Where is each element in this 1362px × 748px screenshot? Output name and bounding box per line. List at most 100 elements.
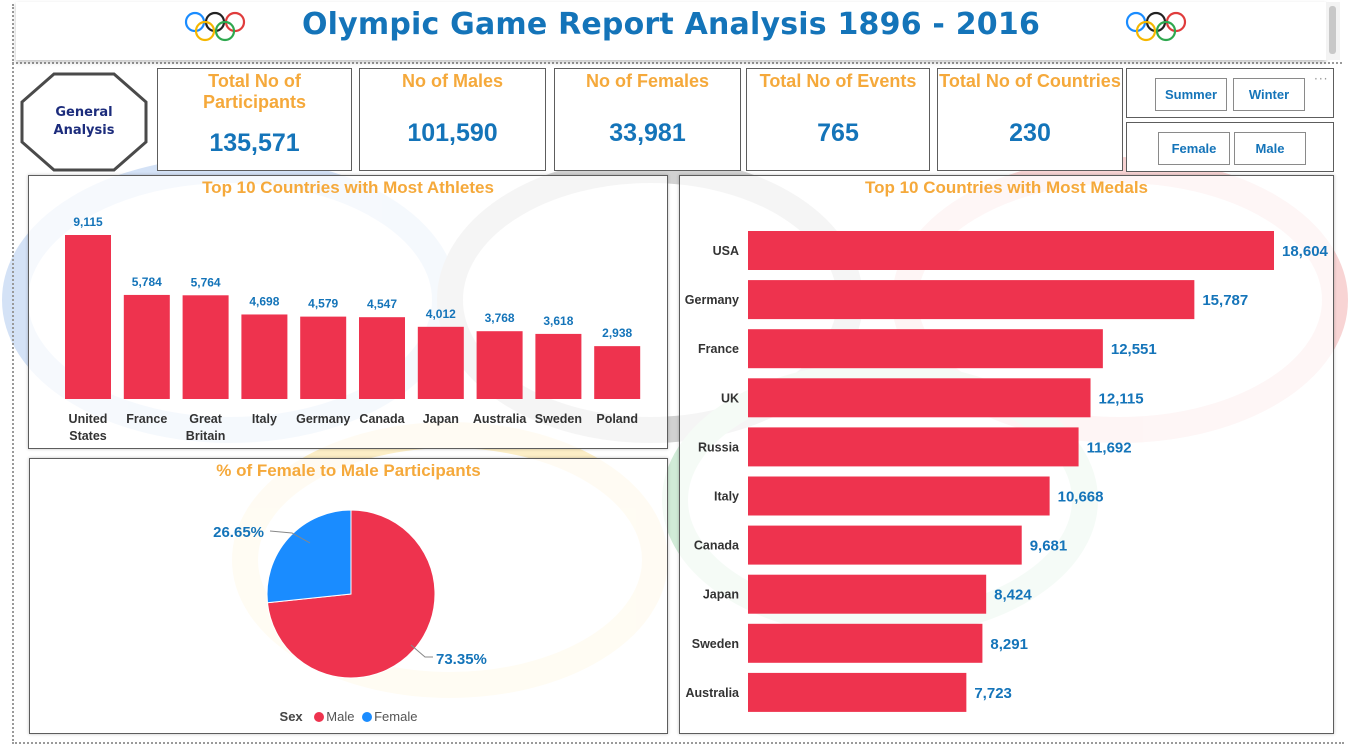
vertical-scrollbar[interactable] — [1326, 2, 1340, 60]
scrollbar-thumb[interactable] — [1329, 6, 1336, 54]
olympic-rings-icon — [184, 11, 246, 42]
athletes-value-label: 4,547 — [367, 297, 397, 311]
athletes-bar[interactable] — [241, 314, 288, 399]
medals-bar[interactable] — [748, 476, 1050, 516]
pie-label-male: 73.35% — [436, 651, 487, 668]
kpi-value: 230 — [1009, 119, 1051, 147]
medals-category-label: Italy — [714, 490, 739, 504]
athletes-bar[interactable] — [65, 235, 111, 399]
athletes-bar[interactable] — [476, 331, 523, 399]
canvas-frame — [12, 4, 1344, 744]
pie-label-female: 26.65% — [213, 524, 264, 541]
athletes-value-label: 9,115 — [73, 215, 103, 229]
legend-title: Sex — [279, 709, 303, 724]
kpi-label: Total No of Countries — [939, 71, 1121, 91]
report-header: Olympic Game Report Analysis 1896 - 2016 — [16, 2, 1326, 60]
legend-female-dot — [362, 712, 373, 722]
athletes-value-label: 4,579 — [308, 297, 338, 311]
header-divider — [12, 62, 1342, 64]
athletes-category-label: United States — [69, 412, 108, 443]
athletes-category-label: Japan — [423, 412, 459, 426]
medals-category-label: Australia — [686, 686, 741, 700]
kpi-label: No of Females — [585, 71, 710, 91]
kpi-males: No of Males 101,590 — [359, 68, 546, 171]
gender-pie-chart: 26.65% 73.35% — [213, 509, 487, 679]
kpi-label-line2: Participants — [202, 92, 307, 112]
medals-chart-title: Top 10 Countries with Most Medals — [864, 178, 1149, 197]
athletes-value-label: 5,764 — [191, 275, 221, 289]
slicer-winter-button[interactable]: Winter — [1233, 78, 1305, 111]
legend-male-dot — [314, 712, 325, 722]
pie-leader-line — [269, 530, 311, 544]
athletes-category-label: Germany — [296, 412, 350, 426]
medals-bar[interactable] — [748, 574, 987, 614]
medals-bar[interactable] — [748, 280, 1195, 320]
medals-category-label: Germany — [685, 293, 739, 307]
octagon-shape — [20, 72, 148, 172]
medals-category-label: Sweden — [692, 637, 739, 651]
medals-bar[interactable] — [748, 427, 1079, 467]
athletes-value-label: 4,012 — [426, 307, 456, 321]
athletes-bar[interactable] — [417, 326, 464, 399]
athletes-value-label: 4,698 — [249, 294, 279, 308]
legend-male-label: Male — [326, 709, 355, 724]
general-analysis-label-line1: General — [55, 105, 113, 120]
athletes-category-label: France — [126, 412, 167, 426]
medals-bar[interactable] — [748, 231, 1274, 270]
kpi-value: 101,590 — [407, 119, 498, 147]
medals-category-label: Japan — [703, 588, 739, 602]
kpi-value: 765 — [817, 119, 859, 147]
athletes-bar[interactable] — [535, 333, 582, 399]
athletes-chart-title: Top 10 Countries with Most Athletes — [202, 178, 494, 197]
athletes-bar[interactable] — [123, 294, 170, 399]
medals-value-label: 8,291 — [990, 636, 1028, 653]
medals-value-label: 10,668 — [1058, 489, 1104, 506]
medals-value-label: 18,604 — [1282, 243, 1329, 260]
kpi-label: Total No of Participants — [158, 71, 351, 113]
medals-value-label: 11,692 — [1087, 439, 1132, 456]
athletes-value-label: 3,768 — [485, 311, 515, 325]
kpi-label: No of Males — [401, 71, 503, 91]
athletes-category-label: Great Britain — [186, 412, 226, 443]
season-slicer: Summer Winter — [1126, 68, 1334, 118]
athletes-category-label: Canada — [359, 412, 405, 426]
athletes-bar[interactable] — [359, 317, 405, 399]
medals-bar[interactable] — [748, 329, 1103, 369]
medals-bar[interactable] — [748, 378, 1091, 418]
pie-leader-line — [410, 644, 433, 658]
pie-legend: Sex Male Female — [30, 709, 667, 724]
medals-category-label: Russia — [698, 440, 740, 454]
athletes-category-label: Italy — [252, 412, 277, 426]
slicer-male-button[interactable]: Male — [1234, 132, 1306, 165]
general-analysis-button[interactable]: General Analysis — [20, 72, 148, 172]
pie-slice-female[interactable] — [266, 509, 352, 604]
legend-female-label: Female — [374, 709, 418, 724]
athletes-category-label: Sweden — [535, 412, 582, 426]
medals-value-label: 8,424 — [994, 587, 1032, 604]
general-analysis-label: General Analysis — [20, 104, 148, 140]
athletes-category-label: Poland — [596, 412, 638, 426]
athletes-value-label: 3,618 — [543, 314, 573, 328]
athletes-bar-chart: 9,115 United States 5,784 France 5,764 Great Br… — [65, 215, 641, 443]
medals-bar-chart: USA 18,604 Germany 15,787 France 12,551 UK 12,1… — [685, 231, 1329, 712]
medals-category-label: USA — [713, 244, 739, 258]
general-analysis-label-line2: Analysis — [53, 123, 115, 138]
athletes-chart-panel: Top 10 Countries with Most Athletes 9,11… — [28, 175, 668, 449]
medals-value-label: 12,551 — [1111, 341, 1157, 358]
athletes-value-label: 5,784 — [132, 275, 162, 289]
medals-bar[interactable] — [748, 525, 1022, 565]
athletes-bar[interactable] — [182, 295, 229, 399]
athletes-value-label: 2,938 — [602, 326, 632, 340]
slicer-female-button[interactable]: Female — [1158, 132, 1230, 165]
kpi-females: No of Females 33,981 — [554, 68, 741, 171]
medals-category-label: UK — [721, 391, 739, 405]
athletes-bar[interactable] — [300, 316, 347, 399]
kpi-label: Total No of Events — [759, 71, 917, 91]
medals-bar[interactable] — [748, 623, 983, 663]
kpi-value: 33,981 — [609, 119, 686, 147]
kpi-label-line1: Total No of — [208, 71, 301, 91]
slicer-summer-button[interactable]: Summer — [1155, 78, 1227, 111]
more-options-icon[interactable]: ··· — [1314, 72, 1329, 86]
medals-bar[interactable] — [748, 672, 967, 712]
athletes-bar[interactable] — [594, 346, 641, 399]
